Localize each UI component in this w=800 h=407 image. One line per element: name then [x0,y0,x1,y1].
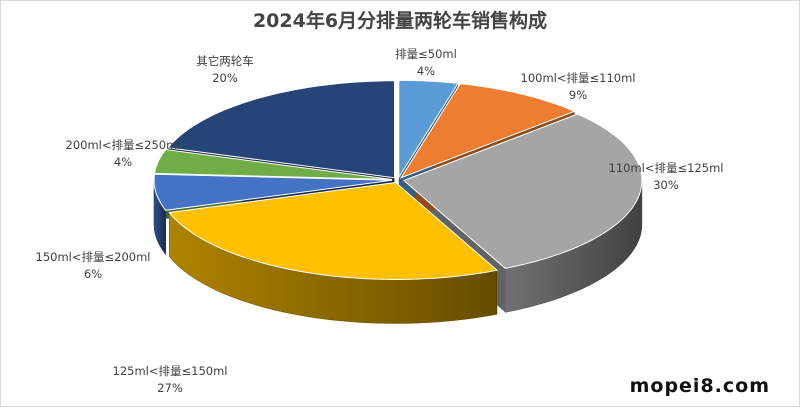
slice-value-label: 30% [653,178,679,192]
slice-label: 110ml<排量≤125ml 30% [609,160,724,194]
slice-category-label: 110ml<排量≤125ml [608,161,724,175]
slice-category-label: 200ml<排量≤250ml [65,138,181,152]
slice-value-label: 9% [568,88,588,102]
slice-label: 其它两轮车 20% [196,53,254,87]
slice-value-label: 20% [212,71,238,85]
slice-label: 排量≤50ml 4% [395,46,457,80]
slice-value-label: 6% [83,267,103,281]
chart-title: 2024年6月分排量两轮车销售构成 [252,10,548,32]
slice-label: 125ml<排量≤150ml 27% [113,363,228,397]
pie-slice-side-shading [169,212,498,324]
slice-label: 100ml<排量≤110ml 9% [521,70,636,104]
pie-slice [153,173,393,211]
slice-category-label: 125ml<排量≤150ml [112,364,228,378]
pie-slice [168,181,499,280]
slice-label: 200ml<排量≤250ml 4% [66,137,181,171]
slice-category-label: 排量≤50ml [395,47,457,61]
pie-slice [398,79,459,180]
pie-slice-side-shading [505,180,642,313]
slice-value-label: 27% [157,381,183,395]
watermark: mopei8.com [629,375,770,397]
slice-category-label: 100ml<排量≤110ml [520,71,636,85]
slice-label: 150ml<排量≤200ml 6% [36,249,151,283]
slice-category-label: 150ml<排量≤200ml [35,250,151,264]
slice-value-label: 4% [113,155,133,169]
pie-slice-side-shading [154,180,166,255]
slice-value-label: 4% [416,64,436,78]
pie-slice [154,148,393,180]
pie-slice [402,113,643,269]
pie-slice [167,80,395,179]
pie-slice [399,83,576,179]
slice-category-label: 其它两轮车 [196,54,254,68]
